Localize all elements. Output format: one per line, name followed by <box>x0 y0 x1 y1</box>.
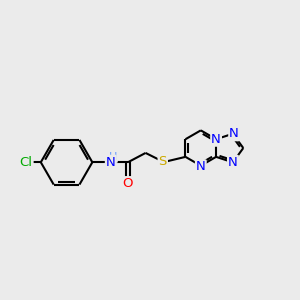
Text: O: O <box>123 177 133 190</box>
Text: Cl: Cl <box>20 156 33 169</box>
Text: N: N <box>196 160 206 173</box>
Text: S: S <box>159 155 167 168</box>
Text: N: N <box>106 156 116 169</box>
Text: H: H <box>109 152 117 162</box>
Text: N: N <box>229 127 239 140</box>
Text: N: N <box>211 133 221 146</box>
Text: N: N <box>228 156 238 169</box>
